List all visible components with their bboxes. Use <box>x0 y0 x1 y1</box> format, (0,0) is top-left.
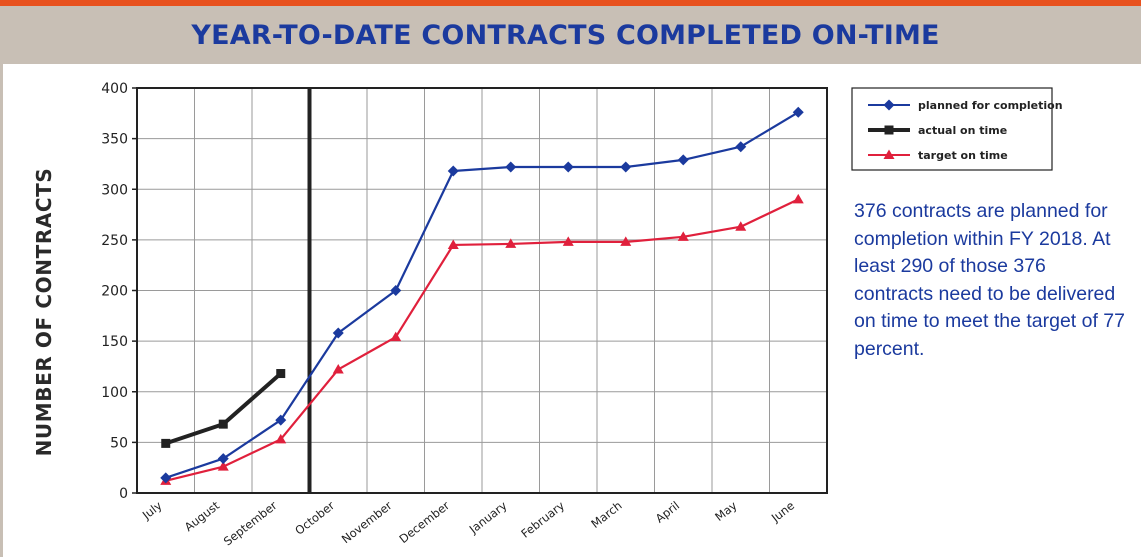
data-point-actual-on-time <box>218 419 228 429</box>
x-tick-label: February <box>518 498 567 541</box>
legend-marker-target-on-time <box>883 149 895 159</box>
left-border-rule <box>0 64 3 557</box>
data-point-target-on-time <box>275 433 287 444</box>
data-point-target-on-time <box>390 331 402 342</box>
data-point-planned-for-completion <box>332 327 344 339</box>
data-point-target-on-time <box>792 193 804 204</box>
series-line-planned-for-completion <box>165 111 799 479</box>
x-tick-label: March <box>588 498 624 531</box>
data-point-planned-for-completion <box>390 285 402 296</box>
data-point-planned-for-completion <box>562 161 574 173</box>
data-point-target-on-time <box>620 236 632 246</box>
data-point-planned-for-completion <box>792 106 804 118</box>
data-point-actual-on-time <box>161 438 171 448</box>
y-tick-label: 200 <box>101 284 128 300</box>
x-tick-label: April <box>653 498 682 525</box>
y-tick-label: 0 <box>119 486 128 502</box>
series-line-target-on-time <box>165 198 799 482</box>
legend-marker-actual-on-time <box>884 125 894 135</box>
data-point-target-on-time <box>332 363 344 374</box>
data-point-planned-for-completion <box>447 165 459 177</box>
legend-marker-planned-for-completion <box>883 99 895 111</box>
x-tick-label: November <box>339 498 395 546</box>
chart-title: YEAR-TO-DATE CONTRACTS COMPLETED ON-TIME <box>191 19 940 51</box>
y-tick-label: 250 <box>101 233 128 249</box>
data-point-target-on-time <box>505 238 517 248</box>
data-point-planned-for-completion <box>735 141 747 153</box>
data-point-target-on-time <box>677 231 689 241</box>
top-accent-stripe <box>0 0 1141 6</box>
legend-label-target-on-time: target on time <box>918 149 1008 162</box>
x-tick-label: January <box>466 498 510 537</box>
data-point-target-on-time <box>217 461 229 471</box>
data-point-target-on-time <box>735 221 747 231</box>
x-tick-label: August <box>182 498 223 534</box>
data-point-planned-for-completion <box>275 414 287 426</box>
summary-note: 376 contracts are planned for completion… <box>854 200 1125 360</box>
y-tick-label: 300 <box>101 182 128 198</box>
x-tick-label: July <box>139 498 165 522</box>
data-point-planned-for-completion <box>160 472 172 484</box>
data-point-planned-for-completion <box>505 161 517 173</box>
data-point-target-on-time <box>447 239 459 249</box>
data-point-planned-for-completion <box>217 453 229 465</box>
x-tick-label: June <box>768 498 797 525</box>
title-bar: YEAR-TO-DATE CONTRACTS COMPLETED ON-TIME <box>0 6 1141 64</box>
data-point-actual-on-time <box>276 369 286 379</box>
y-tick-label: 350 <box>101 132 128 148</box>
y-tick-label: 50 <box>110 435 128 451</box>
legend-label-actual-on-time: actual on time <box>918 124 1007 137</box>
data-point-planned-for-completion <box>620 161 632 173</box>
x-tick-label: October <box>292 498 337 538</box>
y-tick-label: 150 <box>101 334 128 350</box>
legend-label-planned-for-completion: planned for completion <box>918 99 1063 112</box>
x-tick-label: September <box>221 498 280 548</box>
x-tick-label: May <box>712 498 740 524</box>
y-tick-label: 400 <box>101 81 128 97</box>
data-point-planned-for-completion <box>677 154 689 166</box>
data-point-target-on-time <box>562 236 574 246</box>
x-tick-label: December <box>396 498 452 546</box>
y-tick-label: 100 <box>101 385 128 401</box>
